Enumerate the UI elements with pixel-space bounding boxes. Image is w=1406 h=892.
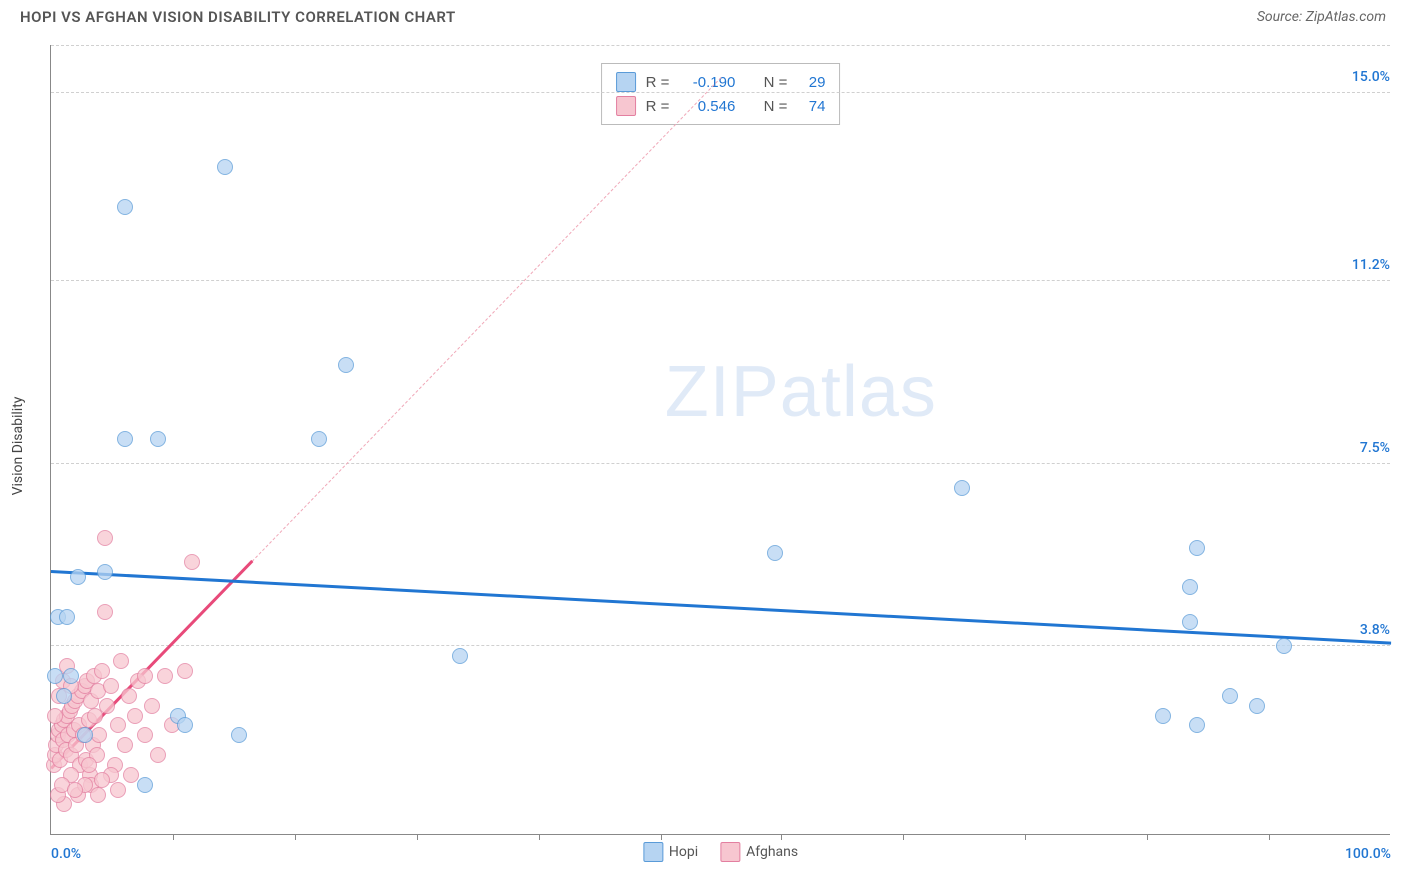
stats-row: R = 0.546 N = 74: [616, 94, 826, 118]
hopi-swatch: [643, 842, 663, 862]
hopi-point: [56, 688, 72, 704]
hopi-point: [59, 609, 75, 625]
hopi-point: [137, 777, 153, 793]
afghan-point: [144, 698, 160, 714]
afghan-point: [91, 727, 107, 743]
hopi-point: [117, 199, 133, 215]
afghan-point: [110, 782, 126, 798]
afghan-point: [137, 668, 153, 684]
hopi-point: [1276, 638, 1292, 654]
x-tick: [1147, 834, 1148, 840]
hopi-point: [77, 727, 93, 743]
hopi-point: [97, 564, 113, 580]
hopi-point: [1182, 579, 1198, 595]
afghan-swatch: [616, 96, 636, 116]
afghan-point: [67, 782, 83, 798]
x-tick: [417, 834, 418, 840]
hopi-point: [1222, 688, 1238, 704]
afghan-point: [90, 787, 106, 803]
trend-line-extrapolated: [252, 78, 722, 563]
afghan-point: [47, 708, 63, 724]
hopi-point: [1182, 614, 1198, 630]
afghan-point: [97, 530, 113, 546]
legend-item-afghan: Afghans: [720, 842, 798, 862]
afghan-point: [137, 727, 153, 743]
hopi-point: [1189, 540, 1205, 556]
gridline: [51, 463, 1390, 464]
hopi-swatch: [616, 72, 636, 92]
hopi-point: [217, 159, 233, 175]
afghan-point: [103, 678, 119, 694]
afghan-swatch: [720, 842, 740, 862]
afghan-point: [117, 737, 133, 753]
stats-legend: R = -0.190 N = 29R = 0.546 N = 74: [601, 63, 841, 125]
y-tick-label: 11.2%: [1350, 257, 1392, 273]
scatter-chart: ZIPatlas R = -0.190 N = 29R = 0.546 N = …: [50, 45, 1390, 835]
afghan-point: [110, 717, 126, 733]
x-tick: [661, 834, 662, 840]
hopi-point: [70, 569, 86, 585]
afghan-point: [184, 554, 200, 570]
source-label: Source: ZipAtlas.com: [1257, 9, 1386, 25]
x-tick-label: 100.0%: [1345, 846, 1391, 862]
hopi-point: [1249, 698, 1265, 714]
afghan-point: [94, 772, 110, 788]
series-legend: Hopi Afghans: [643, 842, 798, 862]
gridline: [51, 45, 1390, 46]
afghan-point: [113, 653, 129, 669]
afghan-point: [127, 708, 143, 724]
hopi-point: [47, 668, 63, 684]
stats-row: R = -0.190 N = 29: [616, 70, 826, 94]
x-tick: [173, 834, 174, 840]
hopi-point: [231, 727, 247, 743]
hopi-point: [177, 717, 193, 733]
afghan-point: [81, 757, 97, 773]
afghan-point: [99, 698, 115, 714]
x-tick: [1025, 834, 1026, 840]
hopi-point: [1155, 708, 1171, 724]
x-tick: [1269, 834, 1270, 840]
afghan-point: [97, 604, 113, 620]
hopi-point: [338, 357, 354, 373]
afghan-point: [177, 663, 193, 679]
y-axis-label: Vision Disability: [10, 397, 26, 496]
gridline: [51, 280, 1390, 281]
hopi-point: [150, 431, 166, 447]
legend-label: Hopi: [669, 844, 698, 860]
hopi-point: [954, 480, 970, 496]
hopi-point: [452, 648, 468, 664]
y-tick-label: 15.0%: [1350, 69, 1392, 85]
afghan-point: [94, 663, 110, 679]
x-tick: [903, 834, 904, 840]
x-tick: [781, 834, 782, 840]
afghan-point: [121, 688, 137, 704]
afghan-point: [150, 747, 166, 763]
x-tick-label: 0.0%: [51, 846, 81, 862]
hopi-point: [1189, 717, 1205, 733]
hopi-point: [767, 545, 783, 561]
gridline: [51, 645, 1390, 646]
afghan-point: [157, 668, 173, 684]
y-tick-label: 7.5%: [1358, 440, 1392, 456]
legend-label: Afghans: [746, 844, 798, 860]
gridline: [51, 92, 1390, 93]
x-tick: [295, 834, 296, 840]
y-tick-label: 3.8%: [1358, 622, 1392, 638]
hopi-point: [311, 431, 327, 447]
x-tick: [539, 834, 540, 840]
hopi-point: [63, 668, 79, 684]
watermark: ZIPatlas: [665, 351, 937, 433]
hopi-point: [117, 431, 133, 447]
chart-title: HOPI VS AFGHAN VISION DISABILITY CORRELA…: [20, 8, 456, 26]
legend-item-hopi: Hopi: [643, 842, 698, 862]
